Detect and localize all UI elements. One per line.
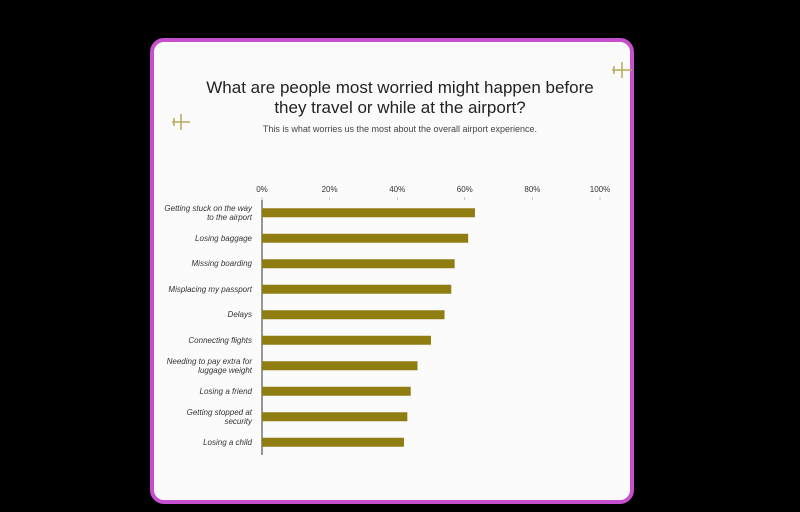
x-tick-label: 0% (256, 185, 268, 194)
y-tick-label: Losing a child (203, 437, 252, 447)
bar (262, 386, 411, 396)
bar (262, 437, 404, 447)
y-tick-label: Misplacing my passport (168, 284, 252, 294)
bar (262, 233, 469, 243)
bar (262, 412, 408, 422)
bar (262, 361, 418, 371)
y-tick-label: Getting stopped at security (186, 407, 252, 426)
y-tick-label: Connecting flights (188, 335, 252, 345)
bar (262, 259, 455, 269)
chart-subtitle: This is what worries us the most about t… (262, 124, 538, 134)
y-tick-label: Losing a friend (199, 386, 252, 396)
x-tick-label: 100% (590, 185, 610, 194)
plane-icon (172, 62, 632, 130)
bar (262, 310, 445, 320)
y-tick-label: Delays (227, 310, 252, 320)
y-tick-label: Getting stuck on the way to the airport (164, 203, 252, 222)
x-tick-label: 20% (322, 185, 338, 194)
x-tick-label: 40% (389, 185, 405, 194)
x-tick-label: 60% (457, 185, 473, 194)
chart-title: What are people most worried might happe… (206, 78, 594, 117)
y-tick-label: Missing boarding (191, 259, 252, 269)
x-tick-label: 80% (524, 185, 540, 194)
y-tick-label: Losing baggage (195, 233, 252, 243)
bar (262, 208, 475, 218)
y-tick-label: Needing to pay extra for luggage weight (166, 356, 252, 375)
slide-card (150, 38, 634, 504)
bar (262, 284, 452, 294)
bar (262, 335, 431, 345)
